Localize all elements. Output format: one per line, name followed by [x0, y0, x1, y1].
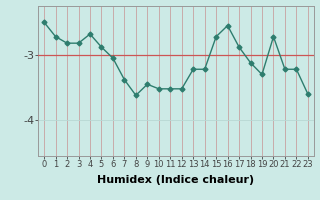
X-axis label: Humidex (Indice chaleur): Humidex (Indice chaleur): [97, 175, 255, 185]
